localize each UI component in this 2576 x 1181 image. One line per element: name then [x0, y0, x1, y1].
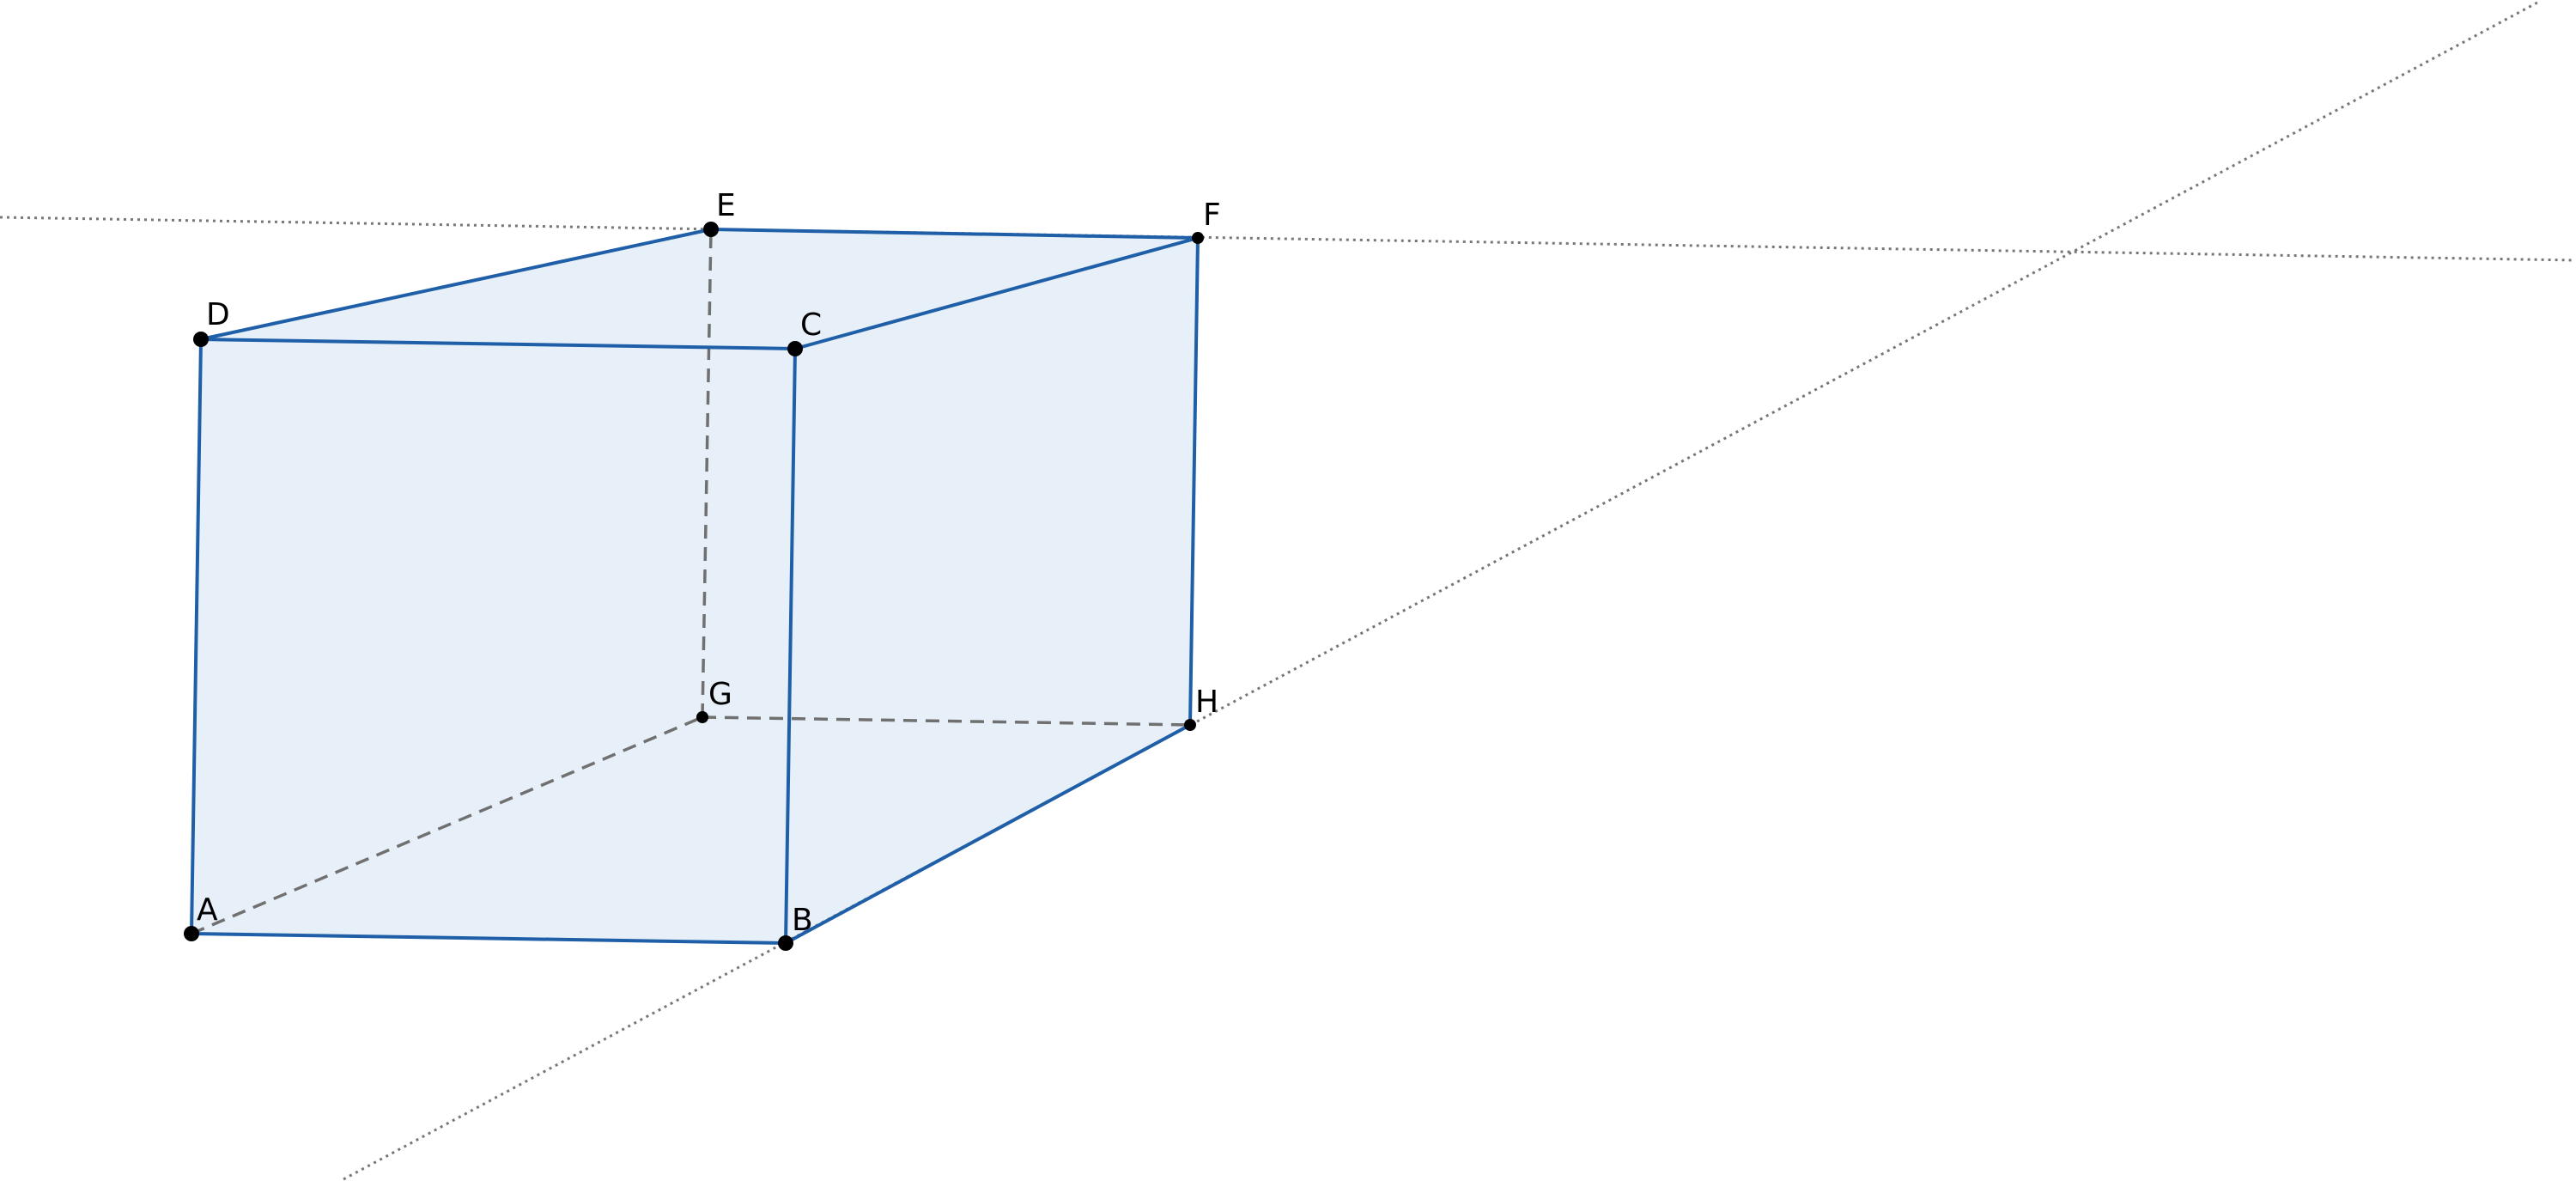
vertex-g[interactable] — [696, 711, 708, 723]
hidden-edge-gh — [702, 715, 1191, 727]
face-front-adcb — [191, 339, 795, 943]
vertex-f[interactable] — [1192, 232, 1204, 244]
label-e: E — [716, 188, 736, 223]
hidden-edges — [191, 228, 1191, 935]
hidden-edge-ag — [191, 715, 703, 935]
label-f: F — [1203, 198, 1221, 233]
vertex-labels: A B C D E F G H — [197, 188, 1221, 938]
vertex-d[interactable] — [193, 332, 209, 347]
vertex-a[interactable] — [184, 926, 199, 941]
edge-hb — [784, 723, 1192, 945]
cube-faces — [191, 229, 1198, 943]
vertex-b[interactable] — [778, 935, 793, 951]
vertex-h[interactable] — [1184, 719, 1196, 731]
label-a: A — [197, 892, 218, 928]
vertex-c[interactable] — [787, 341, 803, 356]
aux-line-bh — [343, 1, 2538, 1181]
edge-ab — [190, 932, 787, 945]
edge-fc — [793, 236, 1200, 350]
label-g: G — [708, 677, 732, 712]
edge-da — [190, 338, 203, 935]
vertex-e[interactable] — [703, 222, 719, 237]
label-b: B — [792, 903, 813, 938]
face-right-bcfh — [786, 238, 1198, 943]
edge-fh — [1188, 236, 1200, 727]
hidden-edge-ge — [701, 228, 713, 718]
edge-cd — [199, 338, 797, 350]
visible-edges — [190, 228, 1200, 945]
label-h: H — [1195, 685, 1218, 720]
label-c: C — [800, 307, 822, 343]
edge-bc — [784, 347, 797, 945]
aux-line-ef — [0, 216, 2575, 262]
edge-de — [199, 228, 713, 341]
vertices — [184, 222, 1204, 951]
label-d: D — [206, 297, 230, 332]
face-top-decf — [201, 229, 1198, 349]
edge-ef — [709, 228, 1200, 240]
